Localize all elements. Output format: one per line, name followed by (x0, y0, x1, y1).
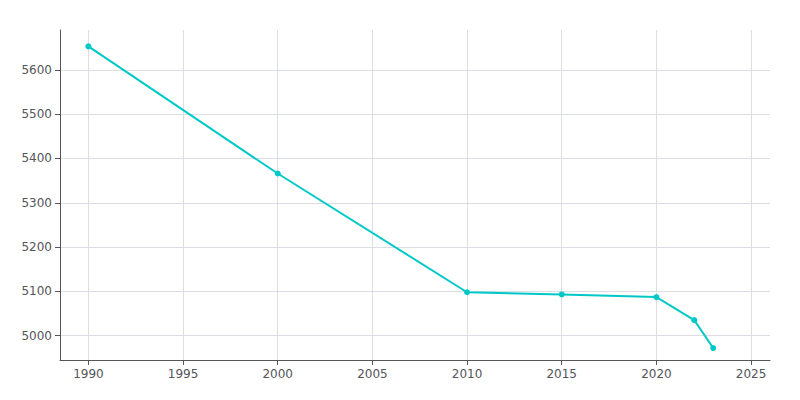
svg-text:2010: 2010 (452, 367, 483, 381)
svg-text:5200: 5200 (21, 240, 52, 254)
svg-text:5600: 5600 (21, 63, 52, 77)
svg-text:2020: 2020 (641, 367, 672, 381)
svg-text:2015: 2015 (546, 367, 577, 381)
svg-text:1995: 1995 (168, 367, 199, 381)
svg-text:2025: 2025 (736, 367, 767, 381)
svg-text:2000: 2000 (262, 367, 293, 381)
svg-text:5100: 5100 (21, 284, 52, 298)
svg-text:5400: 5400 (21, 151, 52, 165)
svg-text:1990: 1990 (73, 367, 104, 381)
svg-text:5500: 5500 (21, 107, 52, 121)
svg-text:5300: 5300 (21, 196, 52, 210)
svg-text:2005: 2005 (357, 367, 388, 381)
svg-text:5000: 5000 (21, 329, 52, 343)
